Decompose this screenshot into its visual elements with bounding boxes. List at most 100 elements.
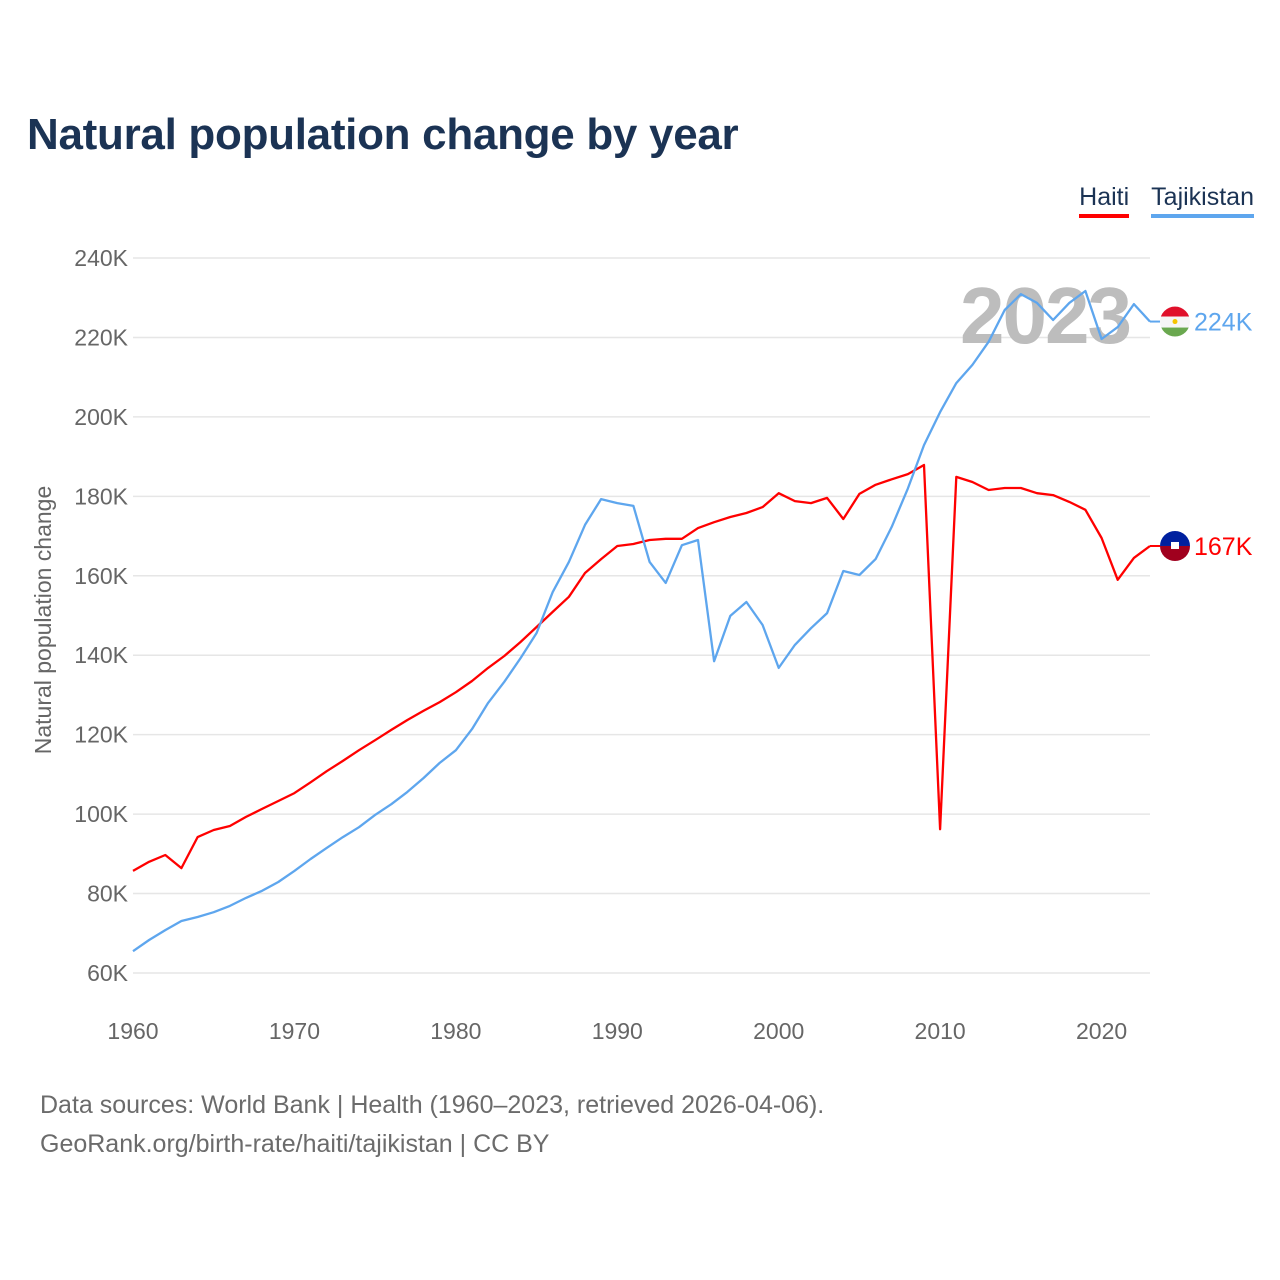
data-point-haiti[interactable] — [776, 490, 782, 496]
data-point-haiti[interactable] — [614, 543, 620, 549]
data-point-haiti[interactable] — [162, 852, 168, 858]
data-point-haiti[interactable] — [1131, 555, 1137, 561]
data-point-tajikistan[interactable] — [1099, 336, 1105, 342]
data-point-tajikistan[interactable] — [469, 726, 475, 732]
data-point-tajikistan[interactable] — [1131, 301, 1137, 307]
data-point-haiti[interactable] — [711, 519, 717, 525]
data-point-tajikistan[interactable] — [340, 834, 346, 840]
series-line-haiti[interactable] — [132, 463, 1151, 872]
data-point-haiti[interactable] — [453, 689, 459, 695]
series-line-tajikistan[interactable] — [132, 289, 1151, 953]
data-point-tajikistan[interactable] — [1002, 307, 1008, 313]
data-point-haiti[interactable] — [437, 699, 443, 705]
data-point-tajikistan[interactable] — [969, 362, 975, 368]
data-point-haiti[interactable] — [130, 868, 136, 874]
data-point-tajikistan[interactable] — [647, 559, 653, 565]
data-point-tajikistan[interactable] — [1018, 291, 1024, 297]
data-point-haiti[interactable] — [259, 806, 265, 812]
data-point-tajikistan[interactable] — [840, 568, 846, 574]
data-point-tajikistan[interactable] — [1082, 288, 1088, 294]
data-point-haiti[interactable] — [679, 536, 685, 542]
data-point-haiti[interactable] — [291, 790, 297, 796]
data-point-tajikistan[interactable] — [453, 747, 459, 753]
data-point-haiti[interactable] — [889, 476, 895, 482]
data-point-haiti[interactable] — [195, 834, 201, 840]
data-point-tajikistan[interactable] — [404, 789, 410, 795]
data-point-haiti[interactable] — [969, 479, 975, 485]
legend-item-haiti[interactable]: Haiti — [1079, 183, 1130, 218]
data-point-tajikistan[interactable] — [889, 524, 895, 530]
data-point-tajikistan[interactable] — [291, 868, 297, 874]
data-point-tajikistan[interactable] — [243, 895, 249, 901]
data-point-tajikistan[interactable] — [550, 589, 556, 595]
data-point-haiti[interactable] — [356, 747, 362, 753]
data-point-tajikistan[interactable] — [1115, 324, 1121, 330]
data-point-haiti[interactable] — [953, 474, 959, 480]
data-point-tajikistan[interactable] — [162, 927, 168, 933]
data-point-haiti[interactable] — [647, 537, 653, 543]
data-point-haiti[interactable] — [937, 826, 943, 832]
data-point-haiti[interactable] — [227, 823, 233, 829]
data-point-tajikistan[interactable] — [259, 888, 265, 894]
data-point-haiti[interactable] — [404, 717, 410, 723]
data-point-haiti[interactable] — [1002, 485, 1008, 491]
data-point-tajikistan[interactable] — [598, 496, 604, 502]
data-point-haiti[interactable] — [566, 594, 572, 600]
data-point-haiti[interactable] — [727, 514, 733, 520]
data-point-tajikistan[interactable] — [356, 824, 362, 830]
data-point-haiti[interactable] — [550, 609, 556, 615]
data-point-haiti[interactable] — [517, 639, 523, 645]
data-point-haiti[interactable] — [760, 504, 766, 510]
data-point-tajikistan[interactable] — [953, 380, 959, 386]
data-point-haiti[interactable] — [372, 737, 378, 743]
data-point-tajikistan[interactable] — [824, 610, 830, 616]
data-point-haiti[interactable] — [243, 814, 249, 820]
data-point-tajikistan[interactable] — [873, 556, 879, 562]
data-point-haiti[interactable] — [1050, 492, 1056, 498]
data-point-haiti[interactable] — [582, 570, 588, 576]
data-point-tajikistan[interactable] — [501, 679, 507, 685]
data-point-tajikistan[interactable] — [308, 856, 314, 862]
data-point-haiti[interactable] — [485, 665, 491, 671]
data-point-haiti[interactable] — [808, 500, 814, 506]
data-point-tajikistan[interactable] — [146, 937, 152, 943]
data-point-tajikistan[interactable] — [485, 700, 491, 706]
data-point-tajikistan[interactable] — [921, 442, 927, 448]
data-point-haiti[interactable] — [501, 653, 507, 659]
data-point-haiti[interactable] — [388, 727, 394, 733]
data-point-haiti[interactable] — [1115, 577, 1121, 583]
data-point-haiti[interactable] — [824, 495, 830, 501]
data-point-tajikistan[interactable] — [663, 580, 669, 586]
data-point-tajikistan[interactable] — [372, 812, 378, 818]
data-point-tajikistan[interactable] — [792, 642, 798, 648]
data-point-haiti[interactable] — [921, 462, 927, 468]
data-point-haiti[interactable] — [340, 758, 346, 764]
source-link[interactable]: GeoRank.org/birth-rate/haiti/tajikistan … — [40, 1130, 550, 1158]
data-point-tajikistan[interactable] — [986, 339, 992, 345]
data-point-haiti[interactable] — [598, 556, 604, 562]
data-point-haiti[interactable] — [211, 827, 217, 833]
data-point-tajikistan[interactable] — [937, 409, 943, 415]
data-point-haiti[interactable] — [743, 510, 749, 516]
data-point-tajikistan[interactable] — [760, 622, 766, 628]
data-point-haiti[interactable] — [1082, 507, 1088, 513]
data-point-haiti[interactable] — [275, 798, 281, 804]
data-point-haiti[interactable] — [1018, 485, 1024, 491]
data-point-tajikistan[interactable] — [1034, 300, 1040, 306]
data-point-tajikistan[interactable] — [614, 500, 620, 506]
legend-item-tajikistan[interactable]: Tajikistan — [1151, 183, 1254, 218]
data-point-tajikistan[interactable] — [437, 760, 443, 766]
data-point-tajikistan[interactable] — [227, 903, 233, 909]
data-point-tajikistan[interactable] — [275, 879, 281, 885]
data-point-haiti[interactable] — [421, 708, 427, 714]
data-point-tajikistan[interactable] — [566, 559, 572, 565]
data-point-haiti[interactable] — [905, 471, 911, 477]
data-point-tajikistan[interactable] — [727, 613, 733, 619]
data-point-tajikistan[interactable] — [776, 665, 782, 671]
data-point-tajikistan[interactable] — [324, 845, 330, 851]
data-point-haiti[interactable] — [324, 768, 330, 774]
data-point-haiti[interactable] — [1034, 490, 1040, 496]
data-point-haiti[interactable] — [695, 525, 701, 531]
data-point-tajikistan[interactable] — [1066, 300, 1072, 306]
data-point-haiti[interactable] — [178, 865, 184, 871]
